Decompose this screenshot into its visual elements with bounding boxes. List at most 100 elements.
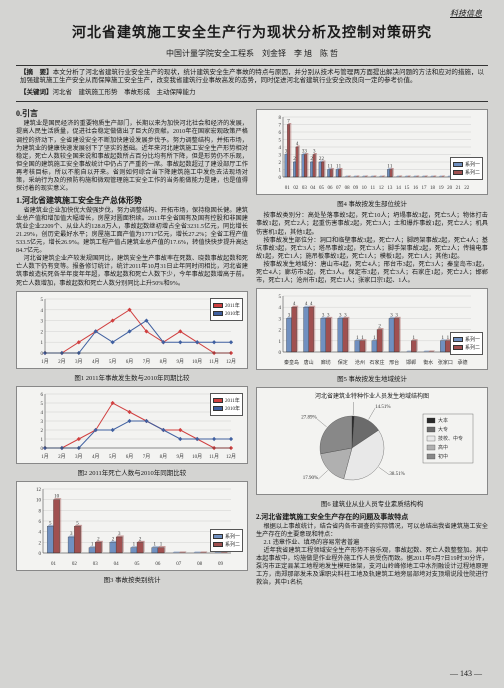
svg-text:秦皇岛: 秦皇岛 — [284, 359, 299, 366]
svg-text:10: 10 — [54, 494, 60, 499]
svg-text:5: 5 — [41, 298, 44, 303]
svg-text:4: 4 — [39, 530, 42, 535]
right-p5: 2.1 违章作业、填场的容易常者普遍 — [256, 539, 488, 547]
sec2-head: 2.河北省建筑施工安全生产存在的问题及事故特点 — [256, 512, 488, 522]
svg-text:17: 17 — [422, 186, 428, 191]
content-columns: 0.引言 建筑业是国民经济的重要物质生产部门，长期以来为加快河北社会和经济的发展… — [16, 106, 488, 587]
svg-text:6月: 6月 — [126, 454, 134, 460]
svg-text:3: 3 — [41, 420, 44, 425]
svg-text:5月: 5月 — [109, 454, 117, 460]
svg-text:01: 01 — [51, 562, 57, 567]
left-column: 0.引言 建筑业是国民经济的重要物质生产部门，长期以来为加快河北社会和经济的发展… — [16, 106, 248, 587]
svg-text:2: 2 — [39, 541, 42, 546]
svg-text:7月: 7月 — [143, 359, 151, 365]
chart2: 01234561月2月3月4月5月6月7月8月9月10月11月12月 2011年… — [16, 386, 248, 464]
svg-text:01: 01 — [285, 186, 291, 191]
svg-text:8: 8 — [279, 116, 282, 121]
svg-text:0: 0 — [39, 552, 42, 557]
svg-text:12: 12 — [379, 186, 385, 191]
chart1-caption: 图1 2011年事故发生数与2010年同期比较 — [16, 372, 248, 382]
keywords: 【关键词】河北省 建筑施工形势 事故形成 主动保障能力 — [20, 89, 484, 97]
legend-label: 系列一 — [465, 161, 480, 168]
svg-text:12月: 12月 — [226, 454, 236, 460]
svg-text:07: 07 — [176, 562, 182, 567]
svg-text:2月: 2月 — [58, 359, 66, 365]
svg-text:邢台: 邢台 — [389, 359, 399, 366]
svg-text:16: 16 — [413, 186, 419, 191]
svg-text:11月: 11月 — [209, 359, 219, 365]
svg-text:邯郸: 邯郸 — [406, 359, 416, 366]
svg-text:12月: 12月 — [226, 359, 236, 365]
svg-text:09: 09 — [353, 186, 359, 191]
authors-line: 中国计量学院安全工程系 刘金铎 李 旭 陈 哲 — [16, 48, 488, 59]
svg-text:08: 08 — [197, 562, 203, 567]
svg-text:06: 06 — [155, 562, 161, 567]
svg-text:5: 5 — [41, 402, 44, 407]
sec1-p1: 省建筑业企业加快优大做强步伐，努力调整结构、开拓市场，保持稳固长健。建筑业总产值… — [16, 207, 248, 255]
svg-text:14: 14 — [396, 186, 402, 191]
chart5: 01234534秦皇岛44唐山33廊坊33保定11沧州12石家庄33邢台1邯郸衡… — [256, 288, 488, 370]
chart6-caption: 图6 建筑业从业人员专业素质结构构 — [256, 498, 488, 508]
svg-text:3: 3 — [279, 154, 282, 159]
svg-text:2: 2 — [279, 161, 282, 166]
svg-text:15: 15 — [404, 186, 410, 191]
legend-label: 2011年 — [225, 302, 240, 309]
abstract-text: 本文分析了河北省建筑行业安全生产的现状，统计建筑安全生产事故的特点与原因，并分别… — [20, 69, 484, 84]
svg-text:05: 05 — [135, 562, 141, 567]
legend-label: 系列二 — [465, 169, 480, 176]
svg-text:6: 6 — [41, 393, 44, 398]
svg-text:5月: 5月 — [109, 359, 117, 365]
right-p6: 近年我省建筑工程领域安全生产形势不容乐观，事故起数、死亡人数整整加。其中本起事故… — [256, 547, 488, 587]
sec0-head: 0.引言 — [16, 108, 248, 119]
svg-text:2月: 2月 — [58, 454, 66, 460]
svg-text:1月: 1月 — [41, 454, 49, 460]
right-p3: 按事故发生地域分：唐山市4起，死亡4人；邢台市3起，死亡3人；秦皇岛市3起，死亡… — [256, 261, 488, 285]
svg-text:2: 2 — [279, 329, 282, 334]
svg-text:5: 5 — [279, 295, 282, 300]
svg-text:保定: 保定 — [338, 359, 348, 366]
sec1-p2: 河北省建筑企业产较发规国同比，建筑安全生产事故率在死数、晓数事故起数和死亡人数下… — [16, 255, 248, 287]
svg-text:张家口: 张家口 — [438, 359, 453, 366]
svg-text:衡水: 衡水 — [423, 359, 433, 366]
svg-text:02: 02 — [72, 562, 78, 567]
svg-text:0: 0 — [41, 447, 44, 452]
svg-text:06: 06 — [328, 186, 334, 191]
svg-text:03: 03 — [302, 186, 308, 191]
svg-text:20: 20 — [447, 186, 453, 191]
svg-text:3月: 3月 — [75, 454, 83, 460]
svg-text:13: 13 — [387, 186, 393, 191]
svg-text:技校、中专: 技校、中专 — [438, 435, 463, 442]
svg-text:1: 1 — [279, 169, 282, 174]
chart5-caption: 图5 事故按发生地域统计 — [256, 373, 488, 383]
svg-text:5: 5 — [279, 139, 282, 144]
legend-label: 系列一 — [465, 336, 480, 343]
svg-text:21: 21 — [456, 186, 462, 191]
svg-text:大本: 大本 — [438, 417, 448, 424]
legend-label: 系列二 — [465, 344, 480, 351]
svg-text:7: 7 — [279, 124, 282, 129]
svg-text:6: 6 — [39, 520, 42, 525]
svg-text:18: 18 — [430, 186, 436, 191]
abstract-label: 【摘 要】 — [20, 69, 53, 76]
svg-text:4: 4 — [279, 306, 282, 311]
svg-text:3: 3 — [41, 319, 44, 324]
svg-text:0: 0 — [279, 351, 282, 356]
svg-text:石家庄: 石家庄 — [369, 359, 384, 366]
svg-text:4月: 4月 — [92, 454, 100, 460]
legend-label: 2010年 — [225, 310, 240, 317]
svg-text:初中: 初中 — [438, 453, 448, 460]
svg-text:11月: 11月 — [209, 454, 219, 460]
svg-text:高中: 高中 — [438, 444, 448, 451]
svg-text:1.10%: 1.10% — [354, 402, 367, 404]
legend-label: 2011年 — [225, 397, 240, 404]
abstract: 【摘 要】本文分析了河北省建筑行业安全生产的现状，统计建筑安全生产事故的特点与原… — [20, 69, 484, 85]
chart6-title: 河北省建筑业特种作业人员发生地域结构图 — [260, 391, 484, 400]
svg-text:3月: 3月 — [75, 359, 83, 365]
svg-text:1: 1 — [279, 340, 282, 345]
keywords-label: 【关键词】 — [20, 89, 53, 96]
svg-text:6: 6 — [279, 131, 282, 136]
chart1: 0123451月2月3月4月5月6月7月8月9月10月11月12月 2011年 … — [16, 291, 248, 369]
svg-text:承德: 承德 — [457, 359, 467, 366]
page-number: — 143 — — [450, 669, 482, 678]
svg-text:9月: 9月 — [177, 454, 185, 460]
